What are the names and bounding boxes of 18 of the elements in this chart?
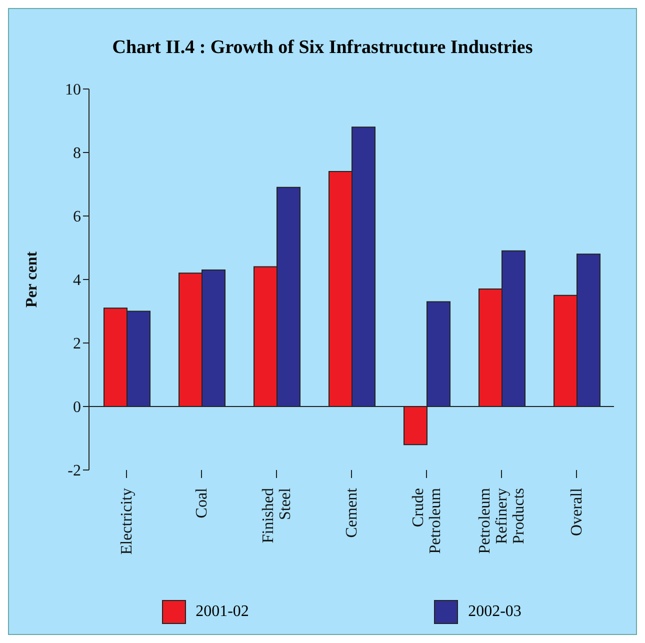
y-tick-label: -2 (68, 462, 81, 480)
y-tick-label: 2 (73, 336, 81, 353)
x-tick-label: Electricity (118, 488, 136, 555)
legend-label: 2002-03 (468, 603, 522, 621)
x-tick-label: Finished Steel (260, 487, 294, 544)
y-tick-label: 6 (73, 208, 81, 226)
x-tick-label: Crude Petroleum (410, 487, 444, 554)
y-tick-label: 0 (73, 399, 81, 416)
x-tick-label: Petroleum Refinery Products (476, 487, 528, 554)
chart-title: Chart II.4 : Growth of Six Infrastructure Industries (111, 36, 534, 60)
x-tick-label: Coal (194, 487, 210, 518)
y-tick-label: 10 (65, 82, 81, 99)
legend-label: 2001-02 (196, 603, 249, 621)
y-tick-label: 4 (73, 272, 81, 290)
x-tick-label: Overall (568, 487, 586, 536)
y-axis-title: Per cent (24, 250, 41, 308)
x-tick-label: Cement (344, 487, 360, 538)
y-tick-label: 8 (73, 145, 81, 162)
